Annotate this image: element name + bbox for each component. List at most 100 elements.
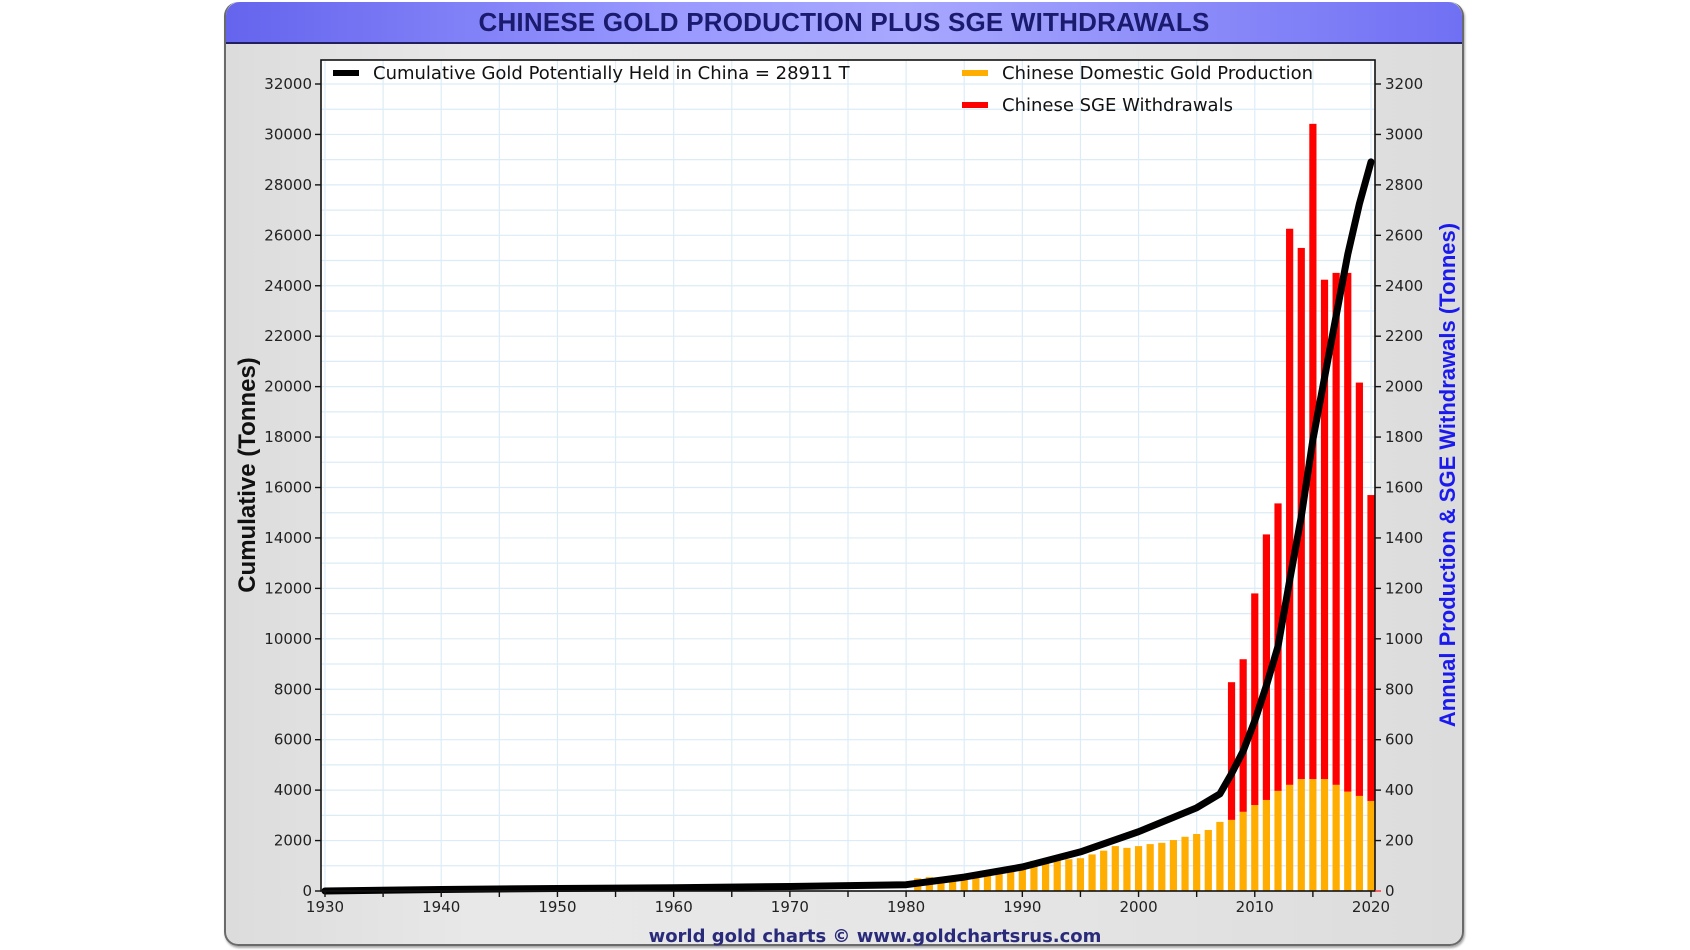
sge-withdrawal-bar [1367,495,1375,801]
y-tick-label-left: 4000 [274,781,312,799]
production-bar [1274,790,1282,891]
production-bar [1251,805,1259,891]
sge-withdrawal-bar [1332,272,1340,785]
y-tick-label-right: 1600 [1385,479,1423,497]
x-tick-label: 1940 [422,898,460,916]
production-bar [1100,850,1108,891]
x-tick-label: 1980 [887,898,925,916]
y-tick-label-left: 20000 [264,378,312,396]
production-bar [949,877,957,891]
production-bar [1239,811,1247,891]
cumulative-line-group [321,158,1375,895]
y-tick-label-left: 0 [302,882,312,900]
production-bar [1193,834,1201,891]
production-bar [937,877,945,891]
production-bar [1320,779,1329,891]
sge-withdrawal-bar [1251,593,1259,806]
x-tick-label: 2020 [1352,898,1390,916]
legend: Cumulative Gold Potentially Held in Chin… [333,63,1313,116]
y-tick-label-right: 2000 [1385,378,1423,396]
legend-label: Cumulative Gold Potentially Held in Chin… [373,63,851,84]
legend-item-production: Chinese Domestic Gold Production [962,63,1313,84]
production-bar [1030,860,1038,891]
sge-withdrawal-bar [1320,279,1329,780]
y-tick-label-right: 1800 [1385,428,1423,446]
sge-withdrawal-bar [1227,682,1236,820]
production-bar [1204,829,1212,891]
production-bar [1158,842,1166,891]
production-bar [972,875,980,891]
legend-item-sge: Chinese SGE Withdrawals [962,95,1233,116]
axes: 1930 1940 1950 1960 1970 1980 1990 2000 2010 2020… [264,59,1423,916]
production-bar [983,874,992,891]
production-bar [1355,795,1363,891]
sge-withdrawal-bar [1344,272,1352,792]
title-bar: CHINESE GOLD PRODUCTION PLUS SGE WITHDRA… [226,2,1462,44]
production-bar [1216,821,1224,891]
x-tick-label: 1970 [771,898,809,916]
y-tick-label-left: 8000 [274,680,312,698]
production-bar [1018,866,1026,891]
y-tick-label-left: 18000 [264,428,312,446]
x-tick-label: 1950 [538,898,576,916]
production-bar [1262,799,1270,891]
production-bar [1309,779,1317,891]
y-tick-label-right: 1000 [1385,630,1423,648]
production-bar [995,872,1003,891]
y-tick-label-left: 2000 [274,832,312,850]
sge-withdrawal-bar [1239,659,1247,812]
y-tick-label-right: 2200 [1385,327,1423,345]
y-tick-label-left: 28000 [264,176,312,194]
production-bar [1111,846,1119,891]
production-bar [960,875,968,891]
production-bar [1367,800,1375,891]
cumulative-line [321,158,1375,895]
y-tick-label-right: 3000 [1385,125,1423,143]
y-tick-label-right: 400 [1385,781,1414,799]
x-tick-label: 1990 [1003,898,1041,916]
y-tick-label-left: 22000 [264,327,312,345]
production-bar [1227,819,1236,891]
legend-item-cumulative: Cumulative Gold Potentially Held in Chin… [333,63,851,84]
chart-title: CHINESE GOLD PRODUCTION PLUS SGE WITHDRA… [478,6,1210,37]
legend-label: Chinese SGE Withdrawals [1002,95,1233,116]
legend-swatch [962,102,988,108]
y-tick-label-left: 14000 [264,529,312,547]
y-tick-label-left: 12000 [264,579,312,597]
y-tick-label-left: 16000 [264,479,312,497]
y-axis-label-left: Cumulative (Tonnes) [234,357,261,593]
x-tick-label: 2000 [1119,898,1157,916]
y-tick-label-left: 6000 [274,731,312,749]
sge-withdrawal-bar [1262,534,1270,800]
credit-text: world gold charts © www.goldchartsrus.co… [649,926,1102,947]
x-tick-label: 2010 [1236,898,1274,916]
production-bar [1041,859,1050,891]
y-tick-label-right: 200 [1385,832,1414,850]
y-tick-label-right: 800 [1385,680,1414,698]
production-bar [1286,784,1294,891]
production-bar [1169,840,1178,891]
production-bar [1088,854,1096,891]
production-bar [1134,846,1143,891]
legend-swatch [333,70,359,76]
production-bar [1065,859,1073,891]
y-tick-label-left: 32000 [264,75,312,93]
production-bar [1146,844,1154,891]
x-tick-label: 1960 [655,898,693,916]
x-tick-label: 1930 [306,898,344,916]
sge-withdrawal-bar [1286,228,1294,785]
production-bar [1297,779,1305,891]
y-tick-label-right: 2400 [1385,277,1423,295]
y-axis-label-right: Annual Production & SGE Withdrawals (Ton… [1435,223,1460,727]
legend-swatch [962,70,988,76]
grid [321,60,1375,891]
y-tick-label-left: 26000 [264,226,312,244]
y-tick-label-left: 10000 [264,630,312,648]
y-tick-label-right: 3200 [1385,75,1423,93]
production-bar [1344,791,1352,891]
y-tick-label-right: 0 [1385,882,1395,900]
y-tick-label-right: 600 [1385,731,1414,749]
production-bar [1181,836,1189,891]
production-bar [1007,868,1015,891]
